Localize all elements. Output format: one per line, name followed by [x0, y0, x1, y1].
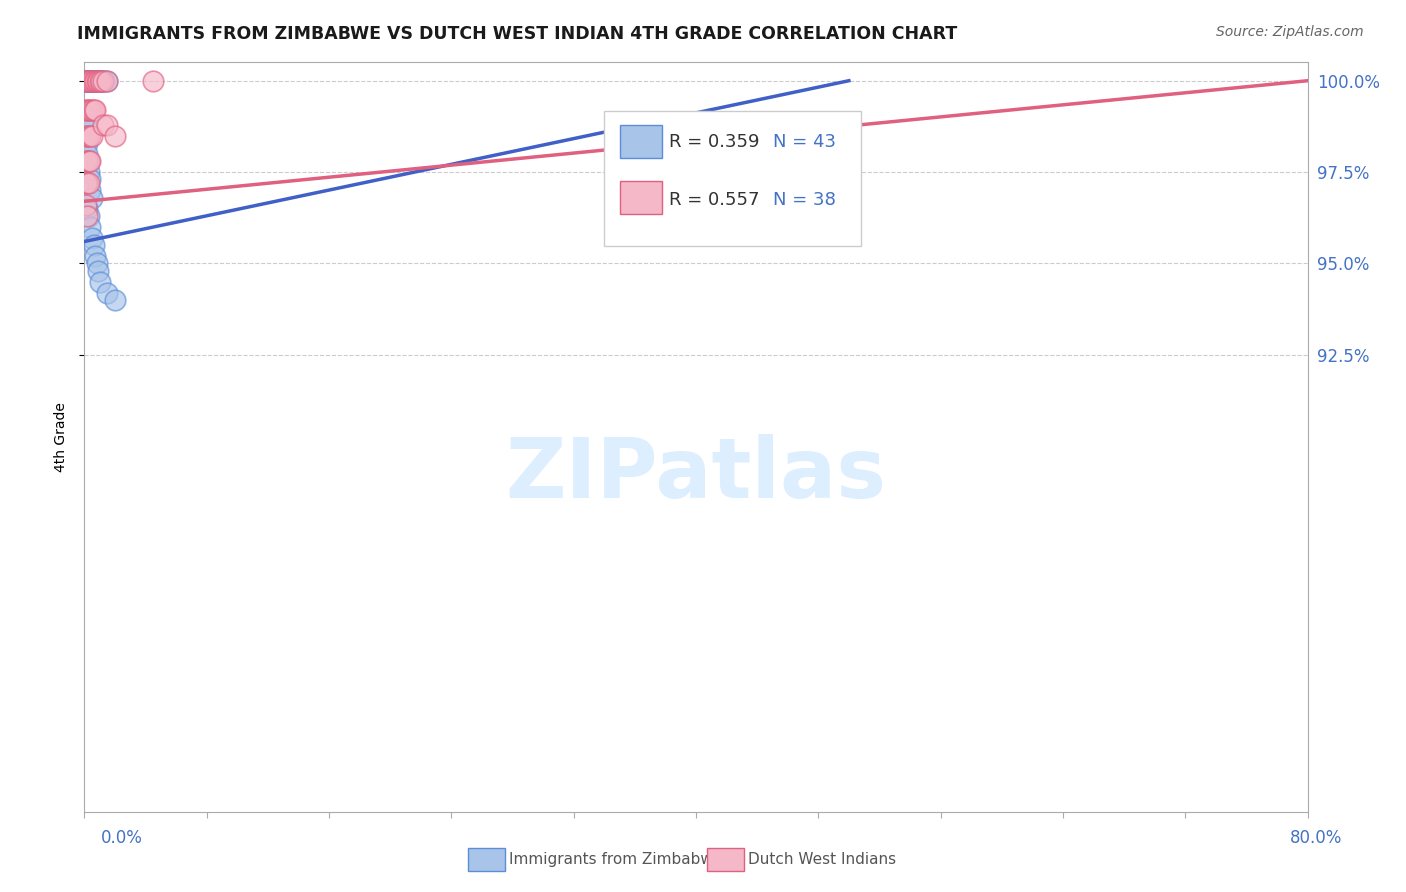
Point	[79, 73, 101, 87]
Point	[76, 73, 98, 87]
Point	[83, 73, 105, 87]
Point	[77, 154, 100, 169]
Point	[84, 73, 107, 87]
Point	[80, 191, 103, 205]
Point	[76, 103, 98, 117]
Point	[77, 209, 100, 223]
Point	[79, 154, 101, 169]
Point	[91, 118, 114, 132]
Text: IMMIGRANTS FROM ZIMBABWE VS DUTCH WEST INDIAN 4TH GRADE CORRELATION CHART: IMMIGRANTS FROM ZIMBABWE VS DUTCH WEST I…	[77, 25, 957, 43]
Point	[96, 73, 118, 87]
Point	[104, 128, 127, 143]
Point	[77, 154, 100, 169]
Text: R = 0.359: R = 0.359	[669, 133, 759, 151]
Point	[86, 73, 108, 87]
Point	[76, 154, 98, 169]
Point	[77, 73, 100, 87]
Point	[84, 73, 107, 87]
Point	[89, 73, 111, 87]
Point	[91, 73, 114, 87]
Point	[96, 285, 118, 300]
Text: Source: ZipAtlas.com: Source: ZipAtlas.com	[1216, 25, 1364, 39]
Text: Dutch West Indians: Dutch West Indians	[748, 853, 896, 867]
Point	[90, 73, 112, 87]
Point	[87, 73, 110, 87]
Point	[77, 73, 100, 87]
Text: 80.0%: 80.0%	[1291, 829, 1343, 847]
Point	[91, 73, 114, 87]
Point	[75, 73, 97, 87]
Point	[83, 103, 105, 117]
Point	[80, 103, 103, 117]
Point	[75, 176, 97, 190]
Point	[77, 103, 100, 117]
Point	[89, 73, 111, 87]
Text: N = 38: N = 38	[773, 191, 837, 209]
Point	[84, 249, 107, 263]
Point	[76, 73, 98, 87]
Text: Immigrants from Zimbabwe: Immigrants from Zimbabwe	[509, 853, 723, 867]
Point	[96, 118, 118, 132]
Point	[87, 264, 110, 278]
Point	[89, 275, 111, 289]
Text: R = 0.557: R = 0.557	[669, 191, 759, 209]
Point	[86, 256, 108, 270]
Point	[96, 73, 118, 87]
Point	[79, 172, 101, 186]
Point	[84, 103, 107, 117]
Point	[75, 73, 97, 87]
Point	[79, 128, 101, 143]
Point	[75, 128, 97, 143]
Point	[80, 73, 103, 87]
Point	[76, 146, 98, 161]
Point	[76, 202, 98, 216]
Point	[79, 103, 101, 117]
Point	[79, 73, 101, 87]
Point	[75, 73, 97, 87]
Point	[93, 73, 115, 87]
Point	[80, 128, 103, 143]
Point	[79, 73, 101, 87]
Point	[83, 73, 105, 87]
Point	[76, 128, 98, 143]
Text: 0.0%: 0.0%	[101, 829, 143, 847]
Point	[75, 154, 97, 169]
Point	[80, 73, 103, 87]
Point	[77, 165, 100, 179]
Point	[76, 209, 98, 223]
Text: ZIPatlas: ZIPatlas	[506, 434, 886, 515]
Point	[83, 238, 105, 252]
Text: N = 43: N = 43	[773, 133, 837, 151]
Point	[76, 176, 98, 190]
Point	[79, 219, 101, 234]
Point	[76, 73, 98, 87]
Point	[75, 103, 97, 117]
FancyBboxPatch shape	[605, 112, 860, 246]
Point	[86, 73, 108, 87]
Point	[83, 73, 105, 87]
Y-axis label: 4th Grade: 4th Grade	[53, 402, 67, 472]
Point	[75, 118, 97, 132]
Point	[79, 183, 101, 197]
Point	[87, 73, 110, 87]
Point	[104, 293, 127, 307]
Point	[142, 73, 165, 87]
Point	[80, 73, 103, 87]
Point	[75, 198, 97, 212]
Point	[90, 73, 112, 87]
Point	[80, 231, 103, 245]
Point	[76, 73, 98, 87]
Point	[77, 73, 100, 87]
Point	[77, 73, 100, 87]
Point	[77, 128, 100, 143]
Point	[77, 176, 100, 190]
FancyBboxPatch shape	[620, 181, 662, 214]
Point	[76, 136, 98, 150]
Point	[79, 73, 101, 87]
Point	[75, 110, 97, 124]
FancyBboxPatch shape	[620, 125, 662, 158]
